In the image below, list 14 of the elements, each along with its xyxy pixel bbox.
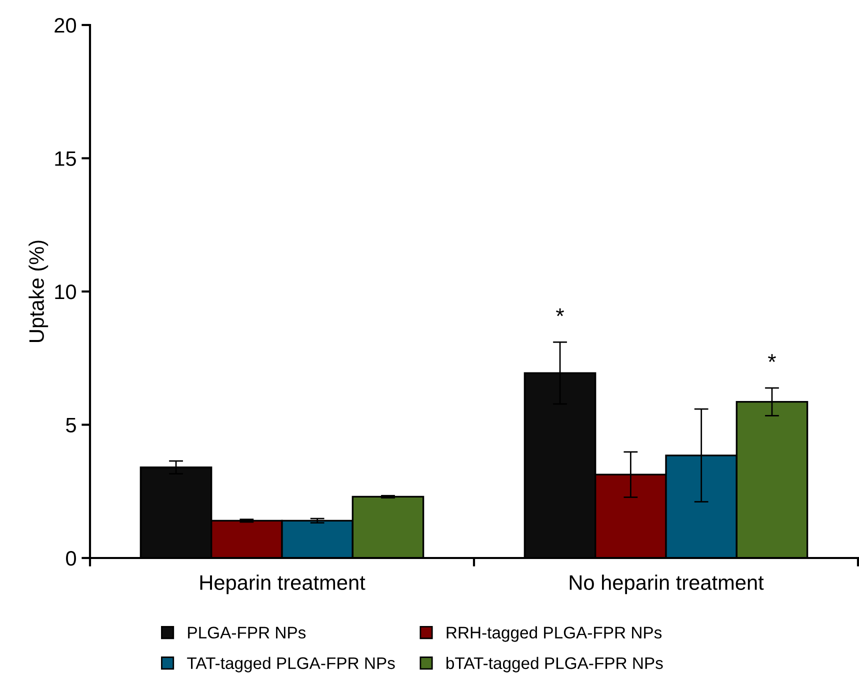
y-tick-label: 20 bbox=[54, 18, 76, 33]
annotation: * bbox=[556, 308, 564, 316]
legend-label: PLGA-FPR NPs bbox=[188, 626, 306, 639]
legend-label: TAT-tagged PLGA-FPR NPs bbox=[187, 656, 395, 672]
y-tick-label: 0 bbox=[66, 551, 76, 566]
legend-label: bTAT-tagged PLGA-FPR NPs bbox=[446, 656, 663, 672]
y-tick-label: 10 bbox=[55, 284, 76, 300]
y-tick-label: 15 bbox=[55, 151, 76, 166]
annotation: * bbox=[768, 354, 776, 362]
x-tick-label: Heparin treatment bbox=[200, 574, 366, 594]
y-tick-label: 5 bbox=[66, 418, 76, 433]
y-axis-title: Uptake (%) bbox=[28, 240, 48, 342]
legend-label: RRH-tagged PLGA-FPR NPs bbox=[446, 626, 662, 642]
x-tick-label: No heparin treatment bbox=[570, 574, 764, 594]
